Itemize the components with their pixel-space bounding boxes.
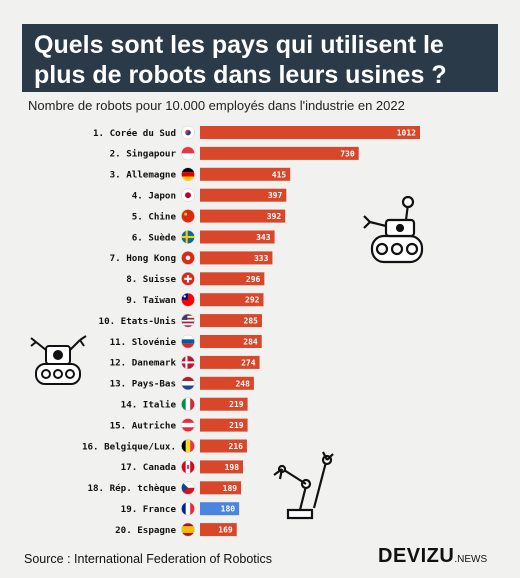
flag-de-icon: [181, 167, 195, 182]
chart-subtitle: Nombre de robots pour 10.000 employés da…: [28, 98, 405, 113]
flag-se-icon: [181, 230, 195, 244]
category-label: 17. Canada: [121, 462, 176, 473]
flag-fr-icon: [181, 501, 195, 516]
value-label: 216: [229, 442, 244, 451]
value-label: 292: [245, 296, 260, 305]
logo-sub: .NEWS: [454, 554, 488, 565]
flag-ca-icon: [181, 460, 195, 474]
bar: [200, 523, 237, 537]
bar: [200, 460, 244, 474]
value-label: 296: [246, 275, 261, 284]
category-label: 13. Pays-Bas: [110, 379, 176, 390]
category-label: 16. Belgique/Lux.: [82, 441, 176, 452]
flag-si-icon: [181, 334, 195, 349]
flag-cz-icon: [181, 480, 195, 495]
devizu-logo: DEVIZU.NEWS: [378, 545, 487, 568]
category-label: 11. Slovénie: [110, 337, 177, 348]
value-label: 219: [229, 421, 244, 430]
value-label: 343: [256, 233, 271, 242]
bar: [200, 418, 248, 432]
bar: [200, 293, 264, 307]
value-label: 397: [268, 191, 283, 200]
category-label: 6. Suède: [132, 232, 177, 243]
flag-es-icon: [181, 522, 195, 537]
bar: [200, 314, 262, 328]
bar: [200, 335, 262, 348]
source-note: Source : International Federation of Rob…: [24, 552, 273, 566]
category-label: 1. Corée du Sud: [93, 128, 176, 139]
flag-it-icon: [181, 397, 195, 412]
value-label: 392: [267, 212, 282, 221]
logo-main: DEVIZU: [378, 545, 455, 567]
robot-tracked-icon: [363, 195, 424, 264]
chart-title: Quels sont les pays qui utilisent le plu…: [22, 24, 498, 92]
bar: [200, 376, 254, 390]
bar: [200, 397, 248, 411]
bar: [200, 188, 287, 202]
bar: [200, 272, 265, 286]
value-label: 274: [241, 358, 256, 367]
flag-us-icon: [181, 313, 195, 328]
flag-kr-icon: [181, 125, 195, 140]
flag-jp-icon: [181, 188, 195, 203]
flag-be-icon: [181, 439, 195, 453]
category-label: 9. Taïwan: [126, 295, 176, 306]
robot-arm-icon: [273, 451, 334, 520]
value-label: 730: [340, 149, 355, 158]
bar: [200, 251, 273, 265]
bars-group: 1. Corée du Sud 1012 2. Singapour 730 3. All…: [82, 125, 420, 537]
robot-small-icon: [30, 335, 87, 385]
flag-ch-icon: [181, 271, 195, 286]
category-label: 5. Chine: [132, 211, 177, 222]
flag-at-icon: [181, 418, 195, 432]
value-label: 180: [221, 505, 236, 514]
value-label: 198: [225, 463, 240, 472]
flag-cn-icon: [181, 209, 195, 223]
value-label: 189: [223, 484, 238, 493]
value-label: 284: [243, 338, 258, 347]
bar: [200, 126, 420, 139]
flag-dk-icon: [181, 355, 195, 370]
bar: [200, 209, 286, 223]
category-label: 10. Etats-Unis: [99, 316, 176, 327]
bar: [200, 146, 359, 160]
bar: [200, 481, 242, 495]
flag-tw-icon: [181, 292, 195, 307]
category-label: 12. Danemark: [110, 358, 177, 369]
bar: [200, 355, 260, 369]
value-label: 415: [272, 170, 287, 179]
category-label: 15. Autriche: [110, 420, 177, 431]
flag-hk-icon: [181, 251, 195, 265]
value-label: 248: [235, 379, 250, 388]
flag-nl-icon: [181, 376, 195, 391]
value-label: 333: [254, 254, 269, 263]
category-label: 18. Rép. tchèque: [87, 483, 176, 494]
category-label: 3. Allemagne: [110, 170, 177, 181]
category-label: 20. Espagne: [115, 525, 176, 536]
bar: [200, 167, 291, 181]
category-label: 8. Suisse: [126, 274, 176, 285]
category-label: 14. Italie: [121, 400, 177, 411]
category-label: 7. Hong Kong: [110, 253, 176, 264]
bar: [200, 230, 275, 244]
value-label: 285: [244, 317, 259, 326]
category-label: 19. France: [121, 504, 177, 515]
category-label: 4. Japon: [132, 191, 176, 202]
value-label: 1012: [397, 129, 416, 138]
value-label: 219: [229, 400, 244, 409]
bar: [200, 439, 247, 453]
category-label: 2. Singapour: [110, 149, 177, 160]
bar: [200, 502, 240, 516]
value-label: 169: [218, 526, 233, 535]
flag-sg-icon: [181, 146, 195, 161]
